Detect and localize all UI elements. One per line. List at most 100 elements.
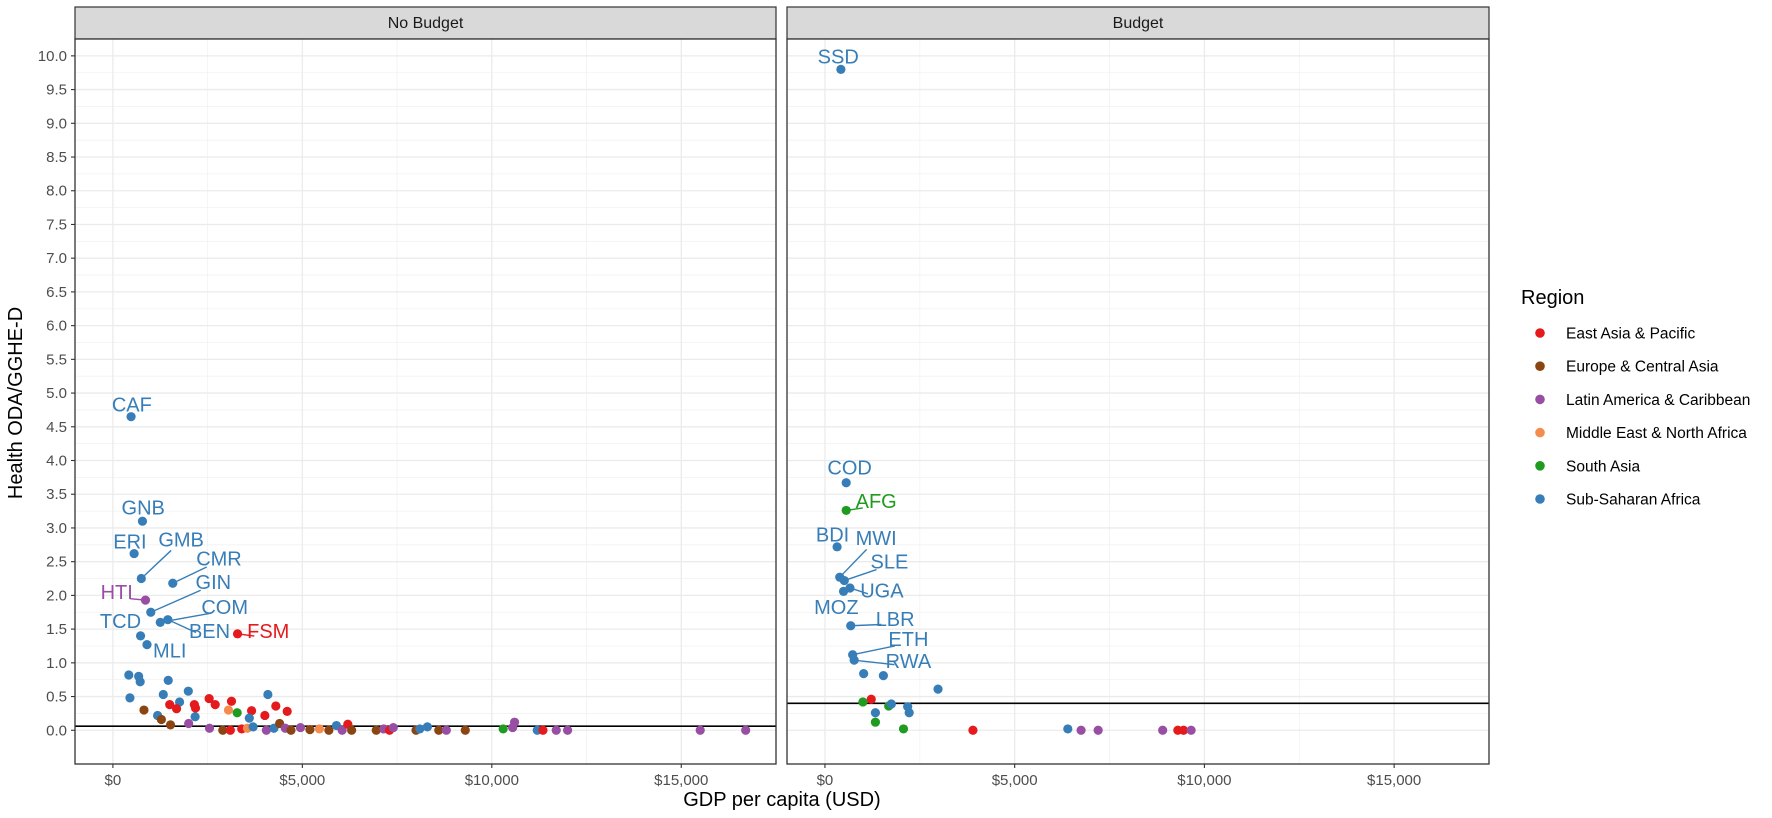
y-tick-label: 4.0 xyxy=(46,453,67,470)
y-tick-label: 6.0 xyxy=(46,318,67,335)
data-point-21 xyxy=(165,700,175,710)
data-point-cmr xyxy=(168,578,178,588)
point-label-cmr: CMR xyxy=(196,548,242,570)
legend-entry: East Asia & Pacific xyxy=(1535,326,1695,343)
y-tick-label: 1.0 xyxy=(46,655,67,672)
label-leader-rwa xyxy=(854,659,895,666)
y-tick-label: 6.5 xyxy=(46,284,67,301)
data-point-65 xyxy=(415,724,425,734)
y-axis: 0.0 0.5 1.0 1.5 2.0 2.5 3.0 3.5 4.0 4.5 5.0 5.5 6.0 6… xyxy=(38,48,75,739)
legend-swatch xyxy=(1535,461,1545,471)
data-point-eri xyxy=(129,548,139,559)
x-tick-label: $15,000 xyxy=(1367,772,1421,789)
data-point-34 xyxy=(244,713,254,723)
data-point-27 xyxy=(226,696,237,706)
data-point-32 xyxy=(223,705,234,715)
data-point-20 xyxy=(904,708,914,718)
data-point-26 xyxy=(210,700,220,710)
point-label-fsm: FSM xyxy=(247,621,289,643)
point-label-gin: GIN xyxy=(196,572,232,594)
data-point-25 xyxy=(1076,725,1086,735)
y-tick-label: 8.5 xyxy=(46,149,67,166)
point-label-tcd: TCD xyxy=(100,611,141,633)
data-point-12 xyxy=(124,670,134,680)
panel-border xyxy=(786,38,1490,765)
x-tick-label: $5,000 xyxy=(279,772,325,789)
data-point-69 xyxy=(460,725,470,735)
point-label-sle: SLE xyxy=(871,552,909,574)
data-point-40 xyxy=(184,718,194,729)
data-point-14 xyxy=(866,694,876,704)
point-label-mwi: MWI xyxy=(856,528,897,550)
data-point-59 xyxy=(347,725,357,735)
point-label-afg: AFG xyxy=(856,491,897,513)
label-leader-gmb xyxy=(140,549,172,580)
data-point-29 xyxy=(1178,725,1189,735)
grid xyxy=(787,39,1489,764)
data-point-lbr xyxy=(846,621,856,631)
panel-strip xyxy=(786,6,1490,40)
data-point-ben xyxy=(163,615,173,625)
data-point-28 xyxy=(246,706,257,716)
data-point-gnb xyxy=(137,516,148,526)
data-point-27 xyxy=(1158,725,1168,735)
x-tick-label: $10,000 xyxy=(465,772,519,789)
x-axis: $0 $5,000 $10,000 $15,000 xyxy=(817,764,1421,789)
legend-entry: Middle East & North Africa xyxy=(1535,425,1747,442)
x-axis-title: GDP per capita (USD) xyxy=(683,789,880,811)
y-tick-label: 7.5 xyxy=(46,216,67,233)
legend-label: Europe & Central Asia xyxy=(1566,359,1719,376)
data-point-fsm xyxy=(232,629,243,639)
y-tick-label: 3.0 xyxy=(46,520,67,537)
legend-swatch xyxy=(1535,427,1545,438)
y-tick-label: 3.5 xyxy=(46,486,67,503)
y-tick-label: 8.0 xyxy=(46,183,67,200)
data-point-25 xyxy=(204,693,214,704)
data-point-22 xyxy=(898,724,909,734)
data-point-sle xyxy=(839,575,849,586)
label-leader-eth xyxy=(852,645,896,656)
data-point-cod xyxy=(841,478,851,488)
legend-entries: East Asia & Pacific Europe & Central Asia… xyxy=(1535,326,1750,509)
panel-background xyxy=(75,39,776,764)
legend-swatch xyxy=(1535,394,1545,405)
data-point-35 xyxy=(190,712,200,722)
data-point-hti xyxy=(140,595,151,605)
point-label-bdi: BDI xyxy=(816,525,849,547)
data-point-17 xyxy=(183,686,193,696)
panel-strip xyxy=(74,6,777,40)
y-tick-label: 2.5 xyxy=(46,554,67,571)
data-point-24 xyxy=(190,703,201,713)
y-tick-label: 2.0 xyxy=(46,587,67,604)
data-point-29 xyxy=(260,710,270,721)
y-axis-title: Health ODA/GGHE-D xyxy=(5,307,27,499)
data-point-76 xyxy=(562,725,573,735)
data-point-41 xyxy=(204,723,215,733)
data-point-78 xyxy=(741,725,751,735)
point-label-rwa: RWA xyxy=(886,651,932,673)
panel-title: Budget xyxy=(1113,15,1164,32)
label-leader-lbr xyxy=(850,623,882,627)
data-point-21 xyxy=(870,717,881,727)
point-label-eri: ERI xyxy=(113,531,146,553)
point-label-cod: COD xyxy=(827,457,871,479)
y-tick-label: 7.0 xyxy=(46,250,67,267)
label-leader-sle xyxy=(844,568,877,582)
data-point-51 xyxy=(286,725,296,735)
data-point-bdi xyxy=(832,542,842,552)
legend-swatch xyxy=(1535,328,1545,338)
data-point-14 xyxy=(135,677,145,687)
data-point-42 xyxy=(218,725,228,735)
legend-entry: Latin America & Caribbean xyxy=(1535,392,1750,409)
point-label-lbr: LBR xyxy=(876,609,915,631)
data-point-19 xyxy=(125,693,135,703)
data-point-39 xyxy=(165,720,176,730)
data-point-77 xyxy=(695,725,705,735)
data-point-53 xyxy=(305,725,315,735)
data-point-gin xyxy=(146,607,156,617)
legend-title: Region xyxy=(1521,287,1584,309)
data-point-66 xyxy=(422,722,432,732)
data-points xyxy=(124,412,751,735)
data-point-com xyxy=(155,617,165,627)
